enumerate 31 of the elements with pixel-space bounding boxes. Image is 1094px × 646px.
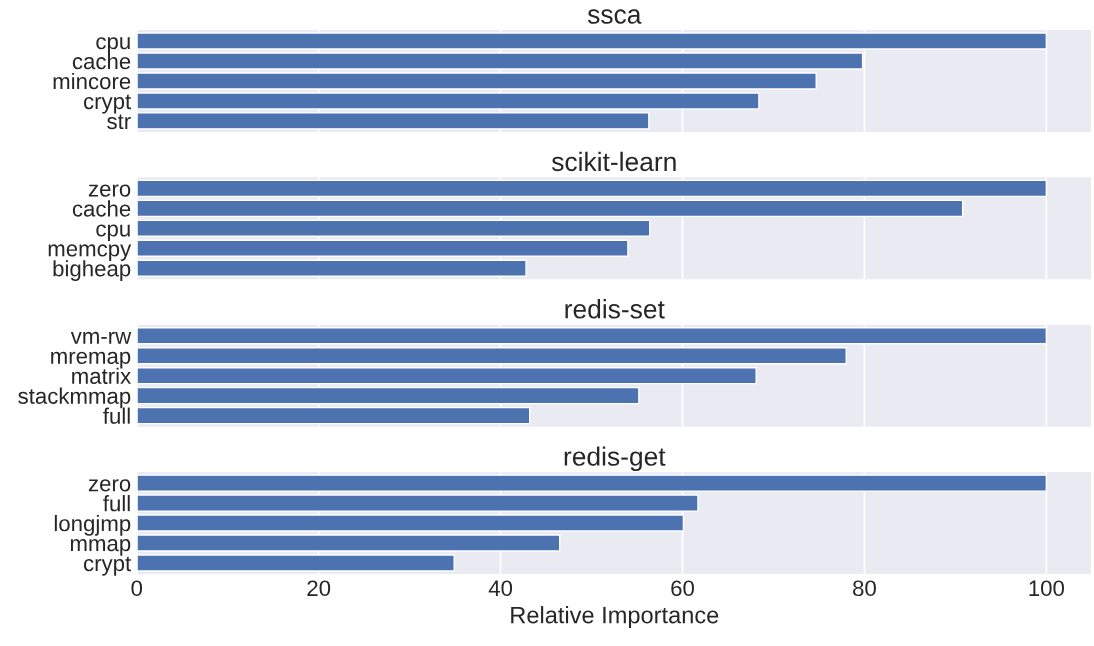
y-tick-label: bigheap	[53, 260, 131, 281]
x-tick-label: 40	[488, 580, 513, 597]
y-tick-label: cache	[72, 52, 131, 70]
y-tick-label: longjmp	[54, 515, 131, 536]
y-tick-label: cpu	[96, 224, 130, 241]
x-tick-label: 60	[671, 580, 694, 597]
y-tick-label: memcpy	[48, 244, 132, 261]
chart-title: redis-get	[564, 446, 666, 472]
y-tick-label: matrix	[72, 367, 131, 384]
chart-title: scikit-learn	[551, 151, 676, 172]
y-tick-label: mmap	[70, 539, 131, 556]
y-tick-label: vm-rw	[70, 331, 132, 344]
y-tick-label: mincore	[53, 72, 131, 90]
y-tick-label: cpu	[96, 37, 130, 54]
y-tick-label: crypt	[83, 556, 132, 576]
y-tick-label: str	[107, 114, 131, 130]
x-tick-label: 80	[853, 580, 876, 597]
y-tick-label: full	[103, 495, 130, 512]
y-tick-label: zero	[88, 479, 131, 492]
x-tick-label: 20	[307, 580, 331, 597]
y-tick-label: cache	[72, 200, 131, 217]
x-axis-title: Relative Importance	[511, 606, 719, 629]
y-tick-label: crypt	[83, 94, 132, 114]
y-tick-label: zero	[88, 184, 131, 197]
chart-title: redis-set	[565, 299, 665, 319]
y-tick-label: full	[103, 407, 130, 424]
y-tick-label: mremap	[51, 351, 131, 369]
y-tick-label: stackmmap	[18, 387, 131, 409]
x-tick-label: 100	[1029, 580, 1064, 597]
x-tick-label: 0	[131, 580, 143, 597]
chart-title: ssca	[587, 9, 642, 24]
